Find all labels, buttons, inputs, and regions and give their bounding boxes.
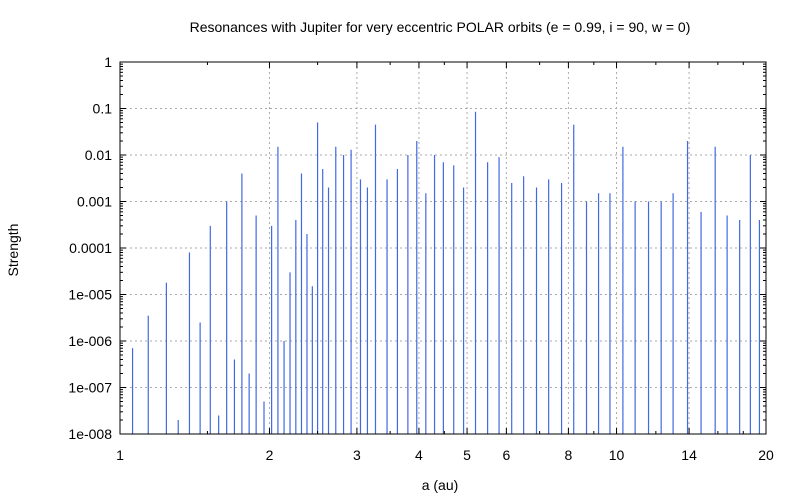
- y-tick-label: 0.01: [85, 147, 112, 163]
- y-tick-label: 0.0001: [69, 240, 112, 256]
- x-tick-label: 14: [681, 447, 697, 463]
- y-tick-label: 0.1: [93, 101, 113, 117]
- y-tick-label: 1: [104, 54, 112, 70]
- x-axis-label: a (au): [422, 477, 459, 493]
- y-tick-label: 1e-007: [68, 380, 112, 396]
- ticks: 1 0.1 0.01 0.001 0.0001 1e-005 1e-006 1e-007 1e-…: [68, 54, 774, 463]
- x-tick-label: 4: [415, 447, 423, 463]
- y-axis-label: Strength: [5, 224, 21, 277]
- y-tick-label: 1e-006: [68, 333, 112, 349]
- x-tick-label: 8: [565, 447, 573, 463]
- x-tick-label: 5: [463, 447, 471, 463]
- x-tick-label: 3: [353, 447, 361, 463]
- chart-title: Resonances with Jupiter for very eccentr…: [190, 19, 691, 35]
- grid-lines: [120, 62, 766, 434]
- x-tick-label: 1: [116, 447, 124, 463]
- bars: [131, 111, 761, 434]
- y-tick-label: 1e-005: [68, 287, 112, 303]
- x-tick-label: 10: [609, 447, 625, 463]
- y-tick-label: 1e-008: [68, 426, 112, 442]
- x-tick-label: 20: [758, 447, 774, 463]
- x-tick-label: 2: [266, 447, 274, 463]
- x-tick-label: 6: [502, 447, 510, 463]
- y-tick-label: 0.001: [77, 194, 112, 210]
